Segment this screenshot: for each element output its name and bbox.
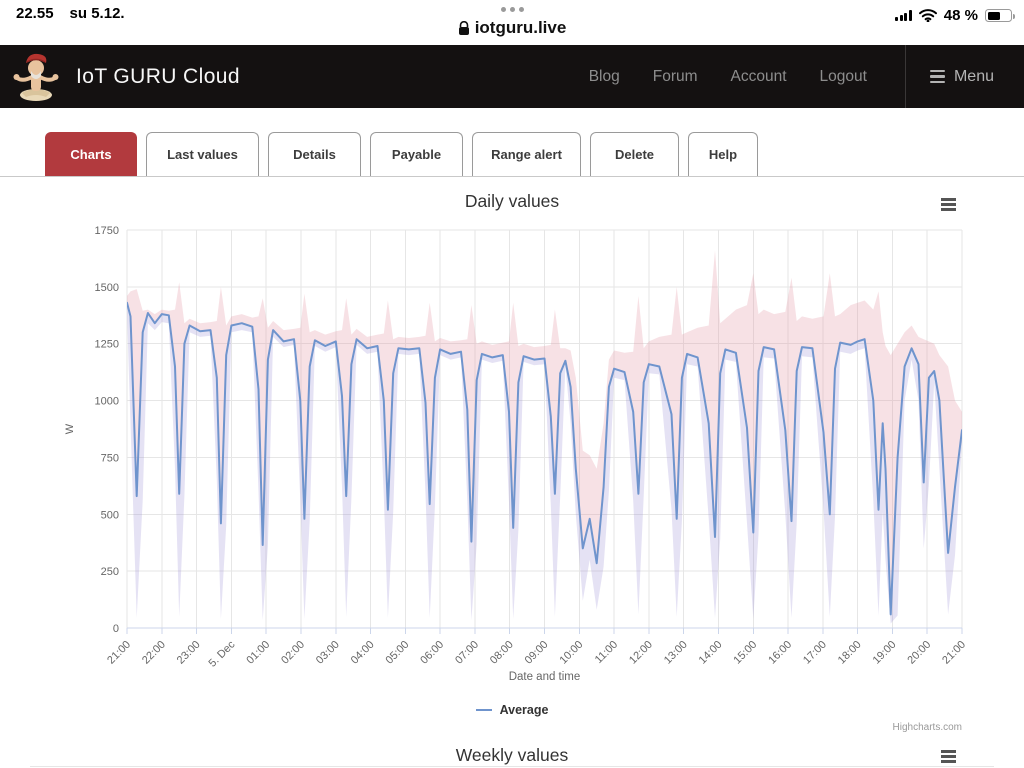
status-date: su 5.12. <box>69 5 125 22</box>
y-axis-label: 1750 <box>95 225 119 237</box>
y-axis-label: 1000 <box>95 396 119 408</box>
legend-item-average[interactable]: Average <box>0 703 1024 717</box>
menu-button[interactable]: Menu <box>929 67 994 86</box>
x-axis-title: Date and time <box>508 671 581 683</box>
tab-payable[interactable]: Payable <box>370 132 463 176</box>
tab-last-values[interactable]: Last values <box>146 132 259 176</box>
status-time: 22.55 <box>16 5 54 22</box>
brand-title[interactable]: IoT GURU Cloud <box>76 64 240 88</box>
nav-link-forum[interactable]: Forum <box>652 67 698 85</box>
nav-link-blog[interactable]: Blog <box>588 67 620 85</box>
y-axis-label: 500 <box>101 509 119 521</box>
x-axis-label: 01:00 <box>244 639 272 667</box>
x-axis-label: 22:00 <box>140 639 168 667</box>
lock-icon <box>458 20 469 35</box>
x-axis-label: 12:00 <box>627 639 655 667</box>
x-axis-label: 05:00 <box>384 639 412 667</box>
x-axis-label: 13:00 <box>662 639 690 667</box>
legend-label: Average <box>499 703 549 717</box>
daily-chart-title: Daily values <box>464 191 560 211</box>
menu-label: Menu <box>953 67 994 85</box>
x-axis-label: 17:00 <box>801 639 829 667</box>
highcharts-credits[interactable]: Highcharts.com <box>892 722 962 733</box>
wifi-icon <box>918 9 937 22</box>
x-axis-label: 15:00 <box>731 639 759 667</box>
x-axis-label: 19:00 <box>871 639 899 667</box>
x-axis-label: 21:00 <box>105 639 133 667</box>
tab-delete[interactable]: Delete <box>590 132 679 176</box>
y-axis-label: 750 <box>101 452 119 464</box>
nav-divider <box>904 45 906 108</box>
x-axis-label: 20:00 <box>905 639 933 667</box>
y-axis-label: 250 <box>101 566 119 578</box>
nav-links: Blog Forum Account Logout <box>589 68 867 86</box>
battery-icon <box>985 9 1015 22</box>
daily-chart-context-menu-icon[interactable] <box>941 198 956 211</box>
legend-line-swatch <box>475 709 492 711</box>
y-axis-label: 1250 <box>95 339 119 351</box>
x-axis-label: 18:00 <box>836 639 864 667</box>
tab-help[interactable]: Help <box>688 132 758 176</box>
x-axis-label: 16:00 <box>766 639 794 667</box>
nav-link-account[interactable]: Account <box>730 67 787 85</box>
address-bar[interactable]: iotguru.live <box>0 18 1024 38</box>
nav-link-logout[interactable]: Logout <box>819 67 867 85</box>
status-bar: 22.55 su 5.12. iotguru.live 48 % <box>0 0 1024 45</box>
tab-range-alert[interactable]: Range alert <box>472 132 581 176</box>
x-axis-label: 06:00 <box>418 639 446 667</box>
x-axis-label: 23:00 <box>175 639 203 667</box>
x-axis-label: 08:00 <box>488 639 516 667</box>
battery-percent: 48 % <box>943 7 978 24</box>
y-axis-label: 0 <box>113 623 119 635</box>
x-axis-label: 02:00 <box>279 639 307 667</box>
navbar: IoT GURU Cloud Blog Forum Account Logout Me… <box>0 45 1024 108</box>
weekly-chart-plot-edge <box>30 766 994 767</box>
x-axis-label: 14:00 <box>697 639 725 667</box>
weekly-chart-context-menu-icon[interactable] <box>941 750 956 763</box>
tab-charts[interactable]: Charts <box>45 132 137 176</box>
cellular-signal-icon <box>895 10 912 21</box>
average-line[interactable] <box>127 301 962 616</box>
weekly-chart-title: Weekly values <box>455 745 569 765</box>
x-axis-label: 03:00 <box>314 639 342 667</box>
x-axis-label: 11:00 <box>593 639 620 666</box>
url-text: iotguru.live <box>474 18 567 37</box>
x-axis-label: 09:00 <box>523 639 551 667</box>
iot-guru-logo[interactable] <box>8 49 64 105</box>
tab-details[interactable]: Details <box>268 132 361 176</box>
x-axis-label: 10:00 <box>557 639 585 667</box>
tab-overview-dots-icon[interactable] <box>0 7 1024 12</box>
menu-icon <box>929 69 945 84</box>
y-axis-label: 1500 <box>95 282 119 294</box>
y-axis-title: W <box>64 423 76 434</box>
tab-bar: Charts Last values Details Payable Range ale… <box>0 132 1024 177</box>
min-band-area <box>127 302 962 624</box>
x-axis-label: 04:00 <box>349 639 377 667</box>
x-axis-label: 5. Dec <box>207 638 238 669</box>
x-axis-label: 21:00 <box>940 639 968 667</box>
x-axis-label: 07:00 <box>453 639 481 667</box>
